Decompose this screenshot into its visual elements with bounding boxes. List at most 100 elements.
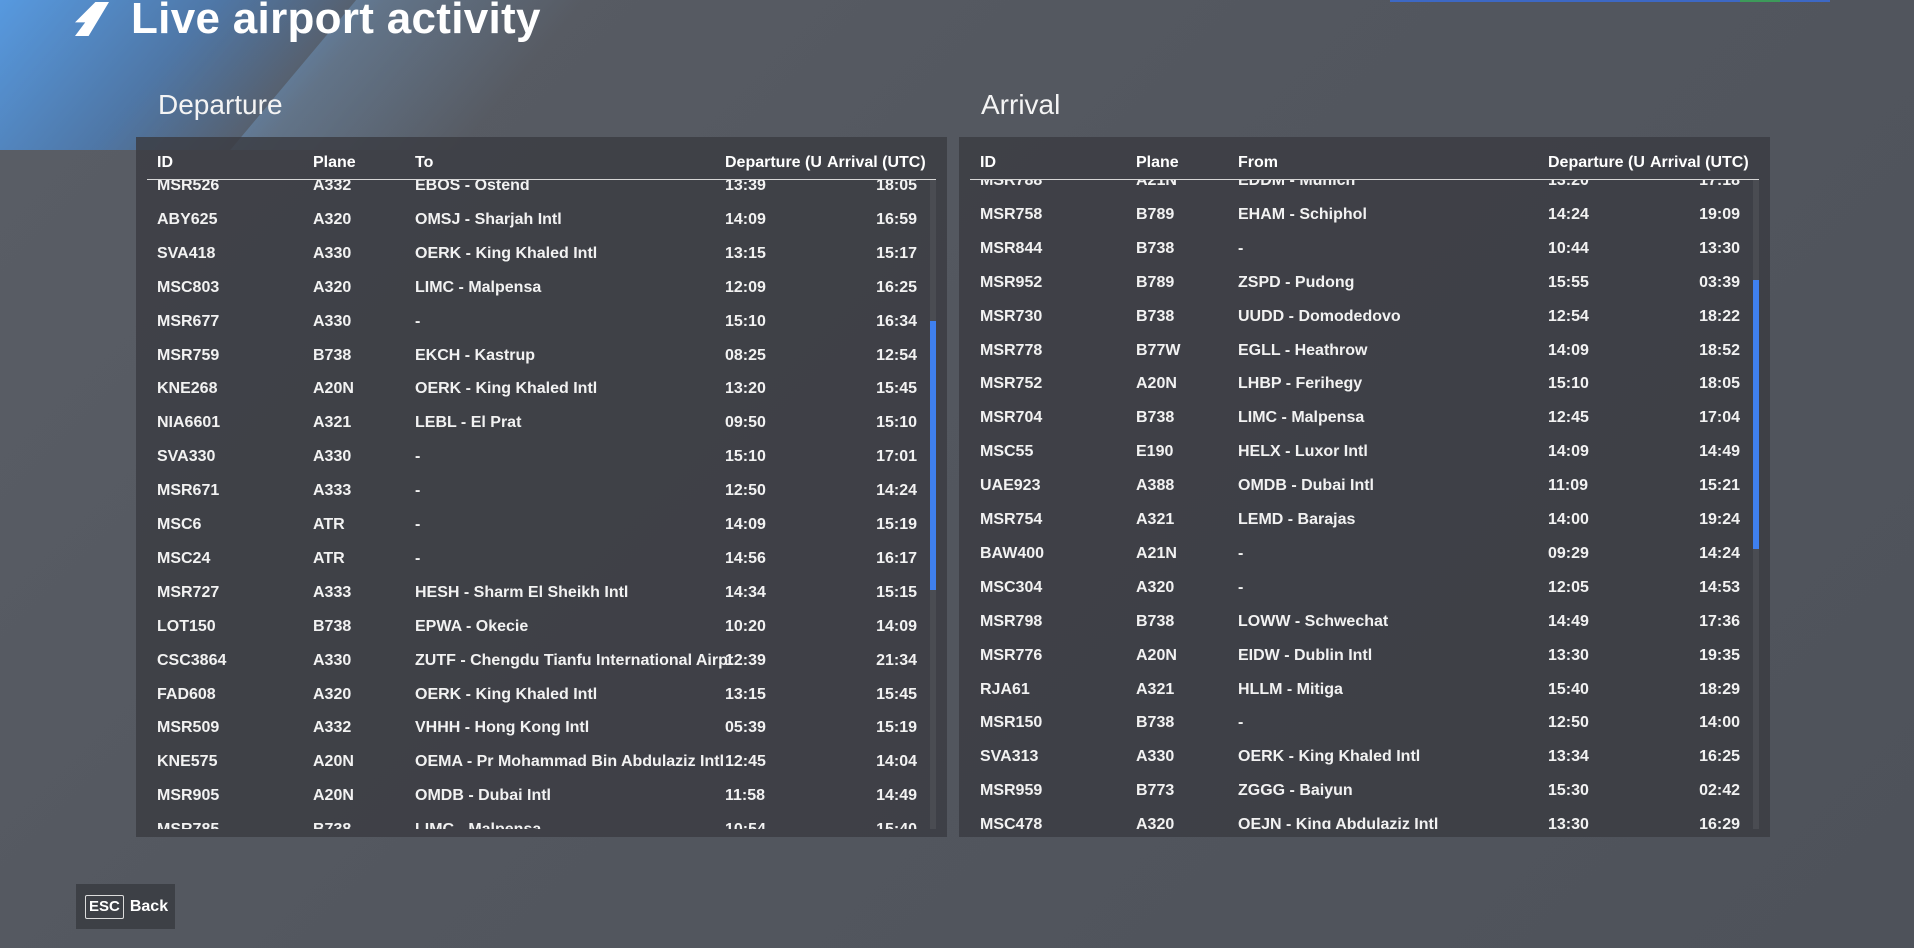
table-row[interactable]: MSR759 B738 EKCH - Kastrup 08:25 12:54 <box>147 340 925 374</box>
row-departure-time: 14:09 <box>725 210 766 228</box>
table-row[interactable]: MSR526 A332 EBOS - Ostend 13:39 18:05 <box>147 180 925 204</box>
table-row[interactable]: MSR671 A333 - 12:50 14:24 <box>147 475 925 509</box>
row-airport: LOWW - Schwechat <box>1238 612 1389 630</box>
esc-key-icon: ESC <box>85 894 124 919</box>
row-airport: ZUTF - Chengdu Tianfu International Airp… <box>415 651 733 669</box>
table-row[interactable]: MSR959 B773 ZGGG - Baiyun 15:30 02:42 <box>970 775 1748 809</box>
table-row[interactable]: MSC478 A320 OEJN - King Abdulaziz Intl 13:3… <box>970 809 1748 829</box>
table-row[interactable]: CSC3864 A330 ZUTF - Chengdu Tianfu Interna… <box>147 645 925 679</box>
column-arrival[interactable]: Arrival (UTC) <box>1650 154 1749 171</box>
row-plane: A333 <box>313 482 352 500</box>
row-arrival-time: 18:05 <box>876 180 917 194</box>
row-airport: - <box>1238 544 1244 562</box>
table-row[interactable]: BAW400 A21N - 09:29 14:24 <box>970 538 1748 572</box>
arrival-title: Arrival <box>981 89 1061 120</box>
row-departure-time: 15:30 <box>1548 782 1589 800</box>
table-row[interactable]: NIA6601 A321 LEBL - El Prat 09:50 15:10 <box>147 407 925 441</box>
column-departure[interactable]: Departure (UTC) <box>725 154 821 171</box>
table-row[interactable]: SVA313 A330 OERK - King Khaled Intl 13:34 16… <box>970 741 1748 775</box>
table-row[interactable]: KNE268 A20N OERK - King Khaled Intl 13:20 15… <box>147 373 925 407</box>
table-row[interactable]: MSR844 B738 - 10:44 13:30 <box>970 233 1748 267</box>
table-row[interactable]: RJA61 A321 HLLM - Mitiga 15:40 18:29 <box>970 674 1748 708</box>
table-row[interactable]: MSR704 B738 LIMC - Malpensa 12:45 17:04 <box>970 402 1748 436</box>
table-row[interactable]: MSR509 A332 VHHH - Hong Kong Intl 05:39 15:1… <box>147 712 925 746</box>
row-id: LOT150 <box>157 617 216 635</box>
table-row[interactable]: MSR905 A20N OMDB - Dubai Intl 11:58 14:49 <box>147 780 925 814</box>
table-row[interactable]: MSC304 A320 - 12:05 14:53 <box>970 572 1748 606</box>
row-departure-time: 10:54 <box>725 821 821 829</box>
table-row[interactable]: MSR758 B789 EHAM - Schiphol 14:24 19:09 <box>970 199 1748 233</box>
row-plane: A320 <box>313 210 352 228</box>
table-row[interactable]: MSC803 A320 LIMC - Malpensa 12:09 16:25 <box>147 272 925 306</box>
row-id: NIA6601 <box>157 414 221 432</box>
table-row[interactable]: MSR150 B738 - 12:50 14:00 <box>970 707 1748 741</box>
table-row[interactable]: UAE923 A388 OMDB - Dubai Intl 11:09 15:21 <box>970 470 1748 504</box>
arrival-scrollbar-thumb[interactable] <box>1753 280 1759 549</box>
back-label: Back <box>129 897 169 915</box>
row-airport: EIDW - Dublin Intl <box>1238 646 1373 664</box>
table-row[interactable]: MSR752 A20N LHBP - Ferihegy 15:10 18:05 <box>970 368 1748 402</box>
table-row[interactable]: ABY625 A320 OMSJ - Sharjah Intl 14:09 16:59 <box>147 204 925 238</box>
departure-scrollbar-thumb[interactable] <box>930 321 936 590</box>
table-row[interactable]: MSR776 A20N EIDW - Dublin Intl 13:30 19:35 <box>970 640 1748 674</box>
table-row[interactable]: MSR677 A330 - 15:10 16:34 <box>147 306 925 340</box>
column-from[interactable]: From <box>1238 154 1278 171</box>
table-row[interactable]: MSC24 ATR - 14:56 16:17 <box>147 543 925 577</box>
row-arrival-time: 14:24 <box>1699 544 1740 562</box>
row-id: MSR785 <box>157 821 297 829</box>
row-id: MSR844 <box>980 239 1043 257</box>
table-row[interactable]: MSR778 B77W EGLL - Heathrow 14:09 18:52 <box>970 335 1748 369</box>
row-departure-time: 13:39 <box>725 180 766 194</box>
table-row[interactable]: SVA330 A330 - 15:10 17:01 <box>147 441 925 475</box>
table-row[interactable]: MSC55 E190 HELX - Luxor Intl 14:09 14:49 <box>970 436 1748 470</box>
column-id[interactable]: ID <box>980 154 996 171</box>
row-departure-time: 14:34 <box>725 583 766 601</box>
table-row[interactable]: KNE575 A20N OEMA - Pr Mohammad Bin Abdulaz… <box>147 746 925 780</box>
table-row[interactable]: LOT150 B738 EPWA - Okecie 10:20 14:09 <box>147 611 925 645</box>
row-airport: - <box>415 448 421 466</box>
arrival-rows[interactable]: MSR788 A21N EDDM - Munich 13:20 17:18 MSR758 B… <box>970 180 1748 829</box>
arrival-scrollbar[interactable] <box>1753 180 1759 829</box>
table-row[interactable]: MSR754 A321 LEMD - Barajas 14:00 19:24 <box>970 504 1748 538</box>
row-airport: - <box>415 549 421 567</box>
row-arrival-time: 15:10 <box>876 414 917 432</box>
departure-panel: ID Plane To Departure (UTC) Arrival (UTC… <box>136 137 947 837</box>
table-row[interactable]: MSR785 B738 LIMC - Malpensa10:54 15:40 <box>147 814 925 829</box>
table-row[interactable]: MSR952 B789 ZSPD - Pudong 15:55 03:39 <box>970 267 1748 301</box>
column-plane[interactable]: Plane <box>1136 154 1179 171</box>
table-row[interactable]: FAD608 A320 OERK - King Khaled Intl 13:15 15… <box>147 679 925 713</box>
row-airport: EBOS - Ostend <box>415 180 530 194</box>
column-arrival[interactable]: Arrival (UTC) <box>827 154 926 171</box>
departure-rows[interactable]: MSR526 A332 EBOS - Ostend 13:39 18:05 ABY625 A… <box>147 180 925 829</box>
column-plane[interactable]: Plane <box>313 154 356 171</box>
column-to[interactable]: To <box>415 154 434 171</box>
row-arrival-time: 17:04 <box>1699 409 1740 427</box>
column-id[interactable]: ID <box>157 154 173 171</box>
back-button[interactable]: ESC Back <box>76 884 175 929</box>
departure-scrollbar[interactable] <box>930 180 936 829</box>
row-departure-time: 12:45 <box>725 753 766 771</box>
table-row[interactable]: SVA418 A330 OERK - King Khaled Intl 13:15 15… <box>147 238 925 272</box>
table-row[interactable]: MSR788 A21N EDDM - Munich 13:20 17:18 <box>970 180 1748 199</box>
row-plane: A330 <box>313 244 352 262</box>
row-arrival-time: 16:29 <box>1699 816 1740 829</box>
row-id: ABY625 <box>157 210 218 228</box>
row-arrival-time: 14:00 <box>1699 714 1740 732</box>
row-plane: A332 <box>313 719 352 737</box>
table-row[interactable]: MSR727 A333 HESH - Sharm El Sheikh Intl 14:… <box>147 577 925 611</box>
table-row[interactable]: MSR798 B738 LOWW - Schwechat 14:49 17:36 <box>970 606 1748 640</box>
row-airport: OERK - King Khaled Intl <box>415 380 598 398</box>
table-row[interactable]: MSR730 B738 UUDD - Domodedovo 12:54 18:22 <box>970 301 1748 335</box>
page-title: Live airport activity <box>131 0 541 43</box>
row-id: KNE575 <box>157 753 218 771</box>
row-id: MSR788 <box>980 180 1043 189</box>
row-airport: HELX - Luxor Intl <box>1238 443 1368 461</box>
row-departure-time: 05:39 <box>725 719 766 737</box>
column-departure[interactable]: Departure (UTC) <box>1548 154 1644 171</box>
row-id: MSR905 <box>157 787 220 805</box>
row-plane: B738 <box>1136 714 1175 732</box>
row-plane: A388 <box>1136 477 1175 495</box>
row-airport: - <box>415 312 421 330</box>
table-row[interactable]: MSC6 ATR - 14:09 15:19 <box>147 509 925 543</box>
row-airport: LIMC - Malpensa <box>415 278 542 296</box>
